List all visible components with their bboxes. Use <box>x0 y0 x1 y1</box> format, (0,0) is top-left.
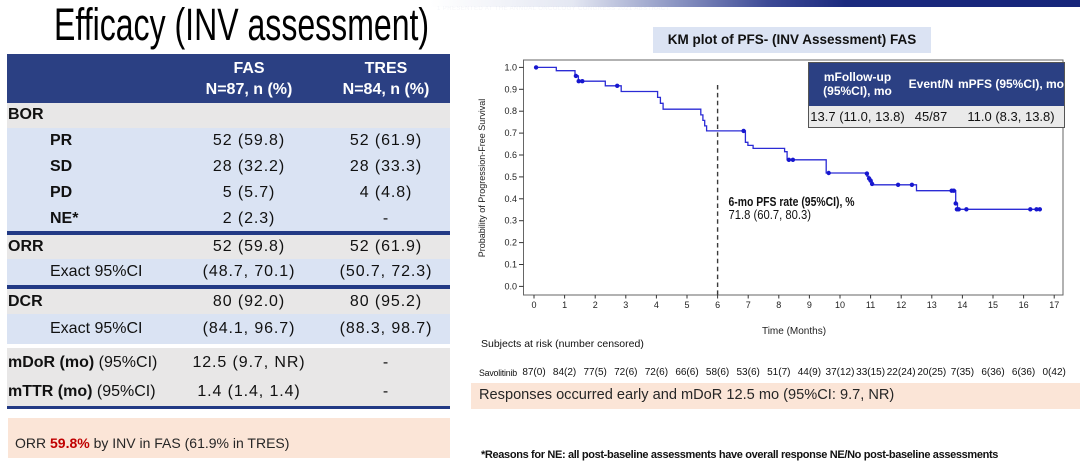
svg-text:10: 10 <box>835 300 845 310</box>
svg-text:14: 14 <box>957 300 967 310</box>
svg-text:6: 6 <box>715 300 720 310</box>
svg-text:0: 0 <box>531 300 536 310</box>
svg-text:0.8: 0.8 <box>504 106 517 116</box>
svg-text:12: 12 <box>896 300 906 310</box>
svg-text:11: 11 <box>866 300 875 310</box>
svg-text:3: 3 <box>623 300 628 310</box>
svg-text:5: 5 <box>684 300 689 310</box>
svg-text:0.3: 0.3 <box>504 216 517 226</box>
svg-text:0.9: 0.9 <box>504 84 517 94</box>
svg-text:8: 8 <box>776 300 781 310</box>
svg-text:0.5: 0.5 <box>504 172 517 182</box>
svg-text:1.0: 1.0 <box>504 62 517 72</box>
svg-text:2: 2 <box>593 300 598 310</box>
svg-text:6-mo PFS rate (95%CI), %: 6-mo PFS rate (95%CI), % <box>729 195 855 209</box>
svg-text:9: 9 <box>807 300 812 310</box>
svg-text:0.4: 0.4 <box>504 194 517 204</box>
svg-text:0.1: 0.1 <box>504 260 517 270</box>
svg-text:71.8 (60.7, 80.3): 71.8 (60.7, 80.3) <box>729 208 812 222</box>
svg-text:0.2: 0.2 <box>504 238 517 248</box>
svg-text:15: 15 <box>988 300 998 310</box>
svg-text:0.0: 0.0 <box>504 281 517 291</box>
svg-text:4: 4 <box>654 300 659 310</box>
svg-text:0.7: 0.7 <box>504 128 517 138</box>
svg-text:7: 7 <box>746 300 751 310</box>
svg-text:1: 1 <box>562 300 567 310</box>
svg-text:Time (Months): Time (Months) <box>762 326 826 337</box>
svg-text:0.6: 0.6 <box>504 150 517 160</box>
svg-text:16: 16 <box>1019 300 1029 310</box>
svg-text:Probability of Progression-Fre: Probability of Progression-Free Survival <box>477 99 487 258</box>
svg-text:13: 13 <box>927 300 937 310</box>
svg-text:17: 17 <box>1049 300 1059 310</box>
